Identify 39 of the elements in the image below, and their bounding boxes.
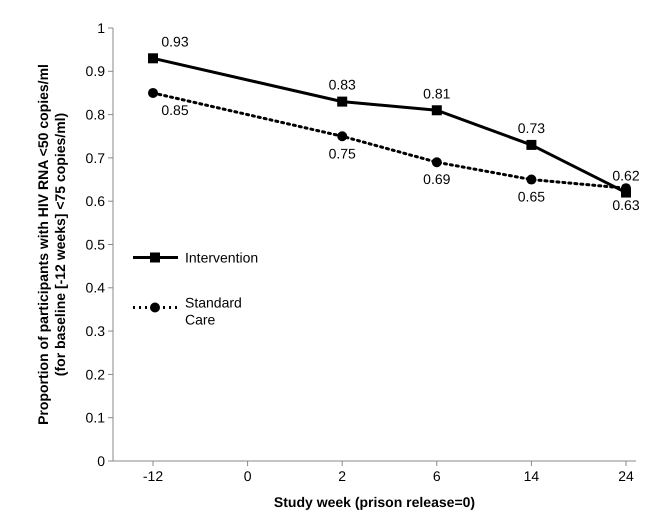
y-tick-label: 0.8	[86, 106, 106, 122]
point	[432, 157, 442, 168]
data-label: 0.85	[161, 102, 189, 118]
y-tick-label: 0.5	[86, 236, 106, 252]
data-label: 0.73	[518, 120, 546, 136]
x-tick-label: -12	[142, 468, 164, 484]
point	[526, 140, 536, 150]
data-label: 0.62	[612, 168, 640, 184]
x-tick-label: 6	[432, 468, 441, 484]
y-tick-label: 0	[97, 452, 106, 469]
x-tick-label: 2	[338, 468, 346, 484]
data-label: 0.69	[423, 171, 451, 188]
data-label: 0.81	[423, 85, 451, 102]
data-label: 0.83	[328, 76, 356, 93]
y-axis-title: Proportion of participants with HIV RNA <50 copies/ml (for baseline [-12 weeks] <75 copies/ml)	[35, 64, 68, 425]
x-axis-title: Study week (prison release=0)	[274, 494, 476, 510]
data-label: 0.65	[518, 188, 546, 205]
point	[432, 105, 442, 116]
y-tick-label: 1	[97, 20, 106, 36]
point	[337, 96, 348, 107]
point	[526, 174, 536, 185]
point	[148, 88, 158, 98]
point	[148, 53, 158, 64]
legend-label: Standard Care	[185, 294, 242, 328]
legend-label: Intervention	[185, 249, 258, 266]
point	[337, 131, 348, 142]
data-label: 0.75	[328, 145, 356, 162]
y-tick-label: 0.6	[86, 193, 106, 210]
data-label: 0.63	[612, 197, 640, 214]
y-tick-label: 0.2	[86, 366, 106, 382]
x-tick-label: 24	[618, 468, 634, 484]
x-tick-label: 14	[524, 468, 540, 484]
y-tick-label: 0.1	[86, 410, 106, 426]
y-tick-label: 0.4	[86, 280, 106, 296]
y-tick-label: 0.7	[86, 150, 106, 166]
data-label: 0.93	[161, 33, 189, 50]
y-tick-label: 0.3	[86, 323, 106, 339]
y-tick-label: 0.9	[86, 63, 106, 80]
x-tick-label: 0	[244, 468, 252, 484]
